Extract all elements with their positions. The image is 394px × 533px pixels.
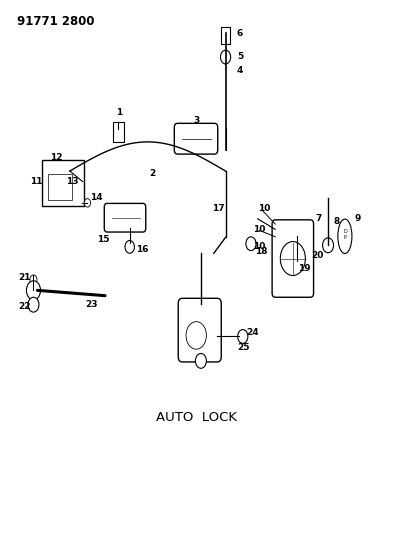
Text: 18: 18 [255, 247, 268, 256]
Text: 3: 3 [193, 116, 199, 125]
Text: 10: 10 [253, 225, 265, 234]
Text: 11: 11 [30, 177, 43, 186]
Text: 4: 4 [236, 66, 242, 75]
Circle shape [30, 275, 37, 285]
FancyBboxPatch shape [104, 204, 146, 232]
Circle shape [28, 297, 39, 312]
FancyBboxPatch shape [113, 122, 124, 142]
Ellipse shape [338, 219, 352, 254]
Text: 17: 17 [212, 204, 225, 213]
Text: 5: 5 [237, 52, 243, 61]
Text: 20: 20 [311, 252, 324, 261]
Text: 23: 23 [85, 300, 98, 309]
Text: 13: 13 [66, 177, 79, 186]
Text: 14: 14 [90, 193, 103, 202]
Circle shape [221, 50, 230, 64]
Text: D
P: D P [343, 229, 347, 240]
FancyBboxPatch shape [174, 123, 218, 154]
FancyBboxPatch shape [42, 160, 84, 206]
Text: 8: 8 [334, 217, 340, 226]
Text: 21: 21 [18, 272, 30, 281]
Circle shape [246, 237, 256, 251]
Text: 10: 10 [253, 243, 265, 252]
FancyBboxPatch shape [48, 174, 72, 200]
Text: 22: 22 [19, 302, 31, 311]
Circle shape [186, 321, 206, 349]
FancyBboxPatch shape [272, 220, 314, 297]
FancyBboxPatch shape [221, 27, 230, 44]
FancyBboxPatch shape [178, 298, 221, 362]
Text: 6: 6 [237, 29, 243, 38]
Text: 7: 7 [315, 214, 322, 223]
Circle shape [26, 281, 41, 300]
Text: 15: 15 [97, 236, 110, 245]
Text: 91771 2800: 91771 2800 [17, 14, 95, 28]
Circle shape [238, 329, 248, 343]
Text: AUTO  LOCK: AUTO LOCK [156, 411, 238, 424]
Circle shape [195, 353, 206, 368]
Text: 16: 16 [136, 245, 149, 254]
Text: 19: 19 [298, 264, 311, 272]
Circle shape [280, 241, 305, 276]
Text: 10: 10 [258, 204, 270, 213]
Circle shape [84, 199, 91, 207]
Text: 1: 1 [115, 108, 122, 117]
Text: 12: 12 [50, 153, 62, 162]
Circle shape [125, 240, 134, 253]
Circle shape [323, 238, 334, 253]
Text: 9: 9 [354, 214, 361, 223]
Text: 2: 2 [149, 169, 155, 178]
Text: 24: 24 [246, 328, 259, 337]
Text: 25: 25 [238, 343, 250, 352]
